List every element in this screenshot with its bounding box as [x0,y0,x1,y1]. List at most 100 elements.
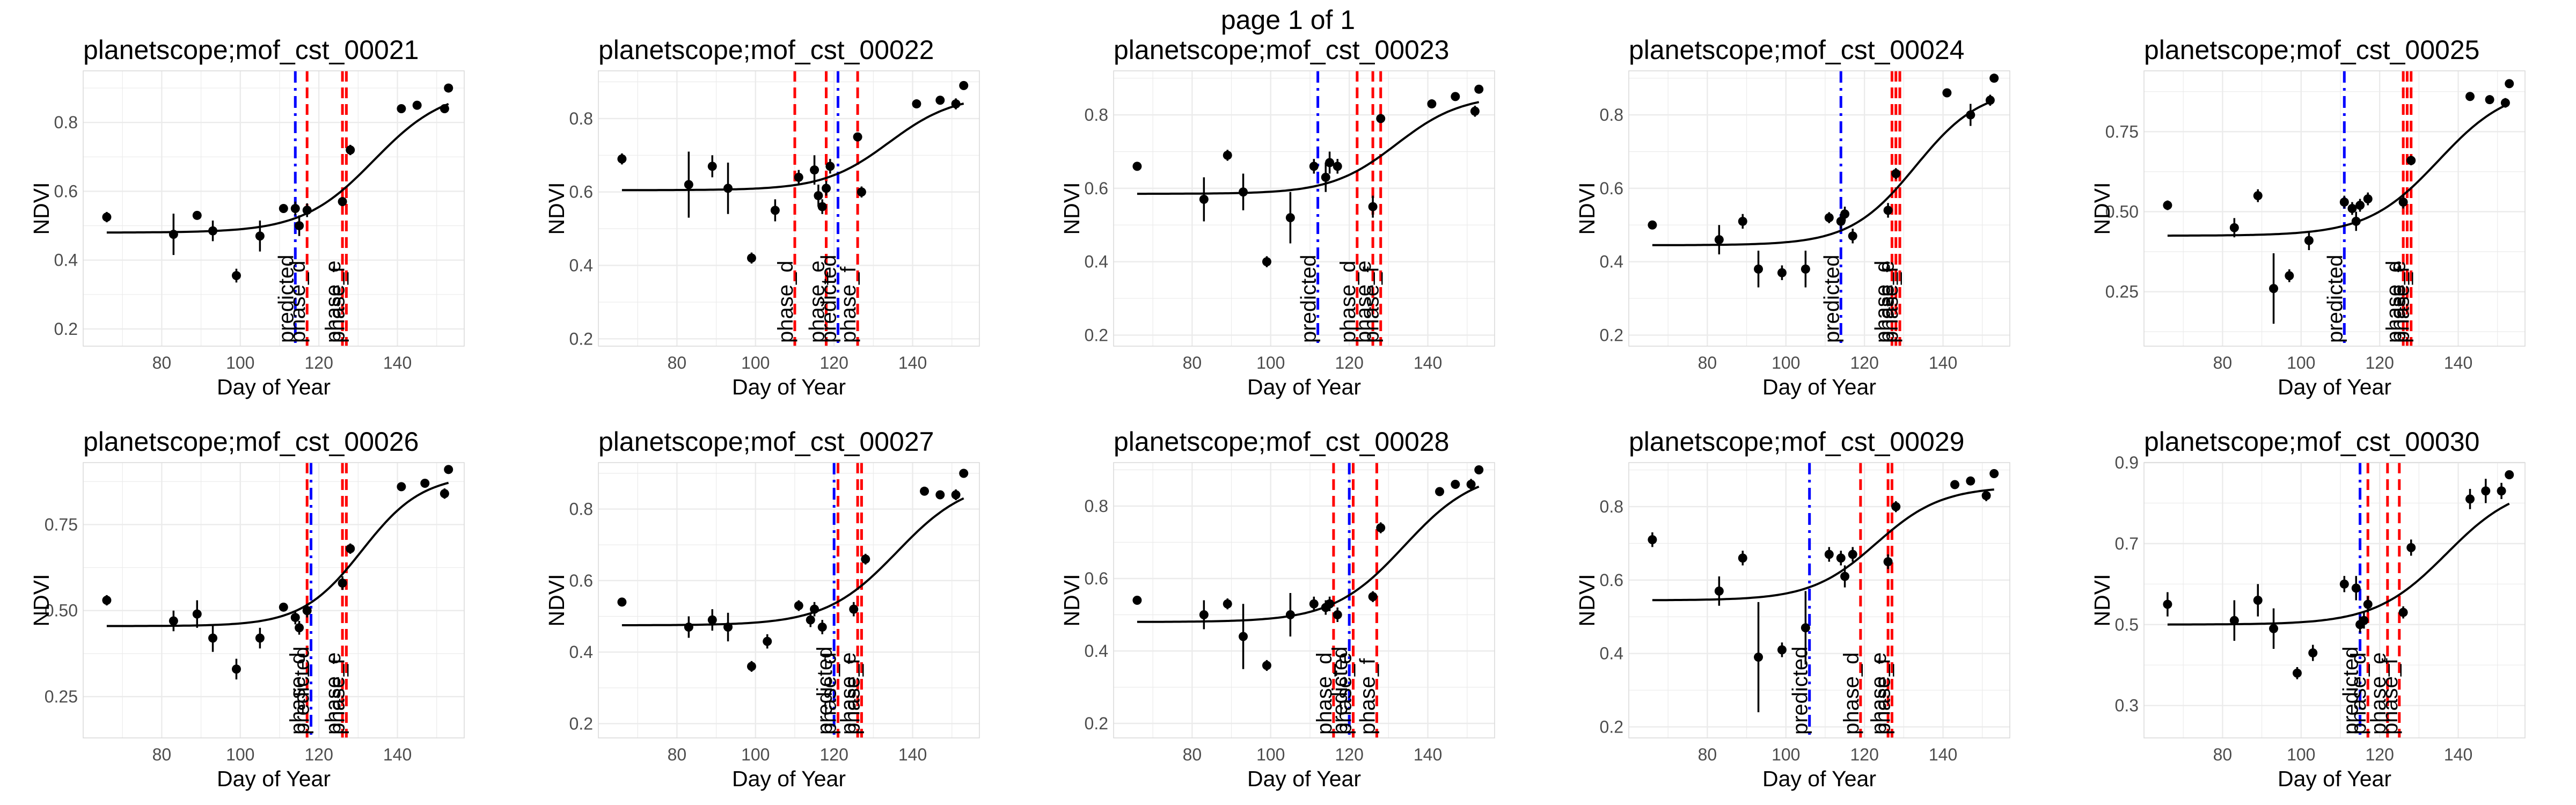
x-tick-label: 80 [1698,353,1717,372]
x-tick-label: 80 [2213,745,2233,764]
vline-label-predicted: predicted [817,254,840,343]
data-point [1239,632,1248,641]
vline-label-predicted: predicted [2339,646,2363,735]
data-point [1891,502,1901,511]
vline-label-phase_d: phase_d [1336,261,1360,343]
data-point [810,165,819,175]
plot-background [83,71,464,346]
y-tick-label: 0.6 [1085,569,1108,588]
data-point [1801,623,1810,633]
panel-title: planetscope;mof_cst_00023 [1114,35,1449,65]
data-point [2500,98,2510,108]
vline-label-predicted: predicted [1297,254,1321,343]
data-point [1199,194,1209,204]
x-tick-label: 100 [1256,353,1285,372]
data-point [849,604,859,614]
data-point [2339,579,2349,589]
y-tick-label: 0.8 [1085,496,1108,516]
x-tick-label: 120 [1850,353,1878,372]
x-tick-label: 140 [1414,353,1442,372]
x-tick-label: 100 [226,353,254,372]
vline-label-phase_d: phase_d [2347,653,2370,735]
y-axis-label: NDVI [29,182,54,235]
x-axis-label: Day of Year [732,375,846,399]
x-tick-label: 100 [1772,353,1800,372]
vline-label-phase_e: phase_e [2367,653,2390,735]
data-point [2398,608,2408,617]
y-tick-label: 0.75 [45,515,78,534]
x-tick-label: 100 [2287,745,2315,764]
panel-7: 80 100 120 140 0.2 0.4 0.6 0.8 Day of Year NDVI pl… [544,427,980,791]
data-point [2406,156,2416,165]
vline-label-predicted: predicted [1328,646,1352,735]
data-point [2163,599,2172,609]
vline-label-phase_e: phase_e [321,261,345,343]
data-point [935,96,945,105]
data-point [1738,216,1747,226]
data-point [1309,162,1319,171]
data-point [1285,610,1295,619]
data-point [1321,172,1330,182]
fitted-curve [1137,485,1480,623]
data-point [208,226,218,236]
data-point [920,486,930,496]
panel-border [598,70,980,347]
data-point [2229,223,2239,232]
panel-title: planetscope;mof_cst_00028 [1114,427,1449,457]
vline-label-phase_f: phase_f [2379,658,2402,735]
data-point [794,172,803,182]
vline-label-phase_f: phase_f [2390,266,2414,343]
data-point [1132,162,1142,171]
fitted-curve [106,481,449,627]
data-point [1824,550,1834,559]
y-axis-label: NDVI [1059,574,1084,627]
data-point [1470,106,1480,116]
data-point [1754,653,1763,662]
data-point [763,636,772,646]
y-axis-label: NDVI [544,182,569,235]
data-point [2363,599,2373,609]
data-point [1368,202,1378,211]
panel-8: 80 100 120 140 0.2 0.4 0.6 0.8 Day of Year NDVI pl… [1059,427,1495,791]
panel-border [1113,462,1495,738]
data-point [2269,624,2279,633]
data-point [2363,194,2373,204]
vline-label-phase_d: phase_d [817,653,840,735]
data-point [102,596,112,605]
data-point [346,145,355,155]
y-axis-label: NDVI [544,574,569,627]
vline-label-phase_e: phase_e [1352,261,1375,343]
y-tick-label: 0.8 [54,113,78,132]
panel-border [2143,70,2526,347]
x-tick-label: 80 [1183,745,1202,764]
data-point [102,213,112,222]
panel-border [83,462,465,738]
x-axis-label: Day of Year [732,766,846,791]
x-tick-label: 120 [1850,745,1878,764]
data-point [302,206,312,215]
x-tick-label: 140 [898,353,927,372]
x-tick-label: 140 [1929,745,1957,764]
y-tick-label: 0.6 [1600,570,1623,590]
y-tick-label: 0.2 [569,714,593,733]
vline-label-phase_d: phase_d [286,653,310,735]
x-tick-label: 100 [741,745,770,764]
fitted-curve [2167,502,2510,626]
x-tick-label: 120 [1335,745,1363,764]
x-tick-label: 80 [152,745,172,764]
vline-label-phase_f: phase_f [325,658,349,735]
x-tick-label: 80 [2213,353,2233,372]
data-point [770,206,780,215]
y-axis-label: NDVI [1575,574,1599,627]
y-tick-label: 0.4 [1600,644,1623,663]
data-point [959,469,969,478]
data-point [1451,92,1460,101]
data-point [302,606,312,616]
data-point [814,191,823,201]
